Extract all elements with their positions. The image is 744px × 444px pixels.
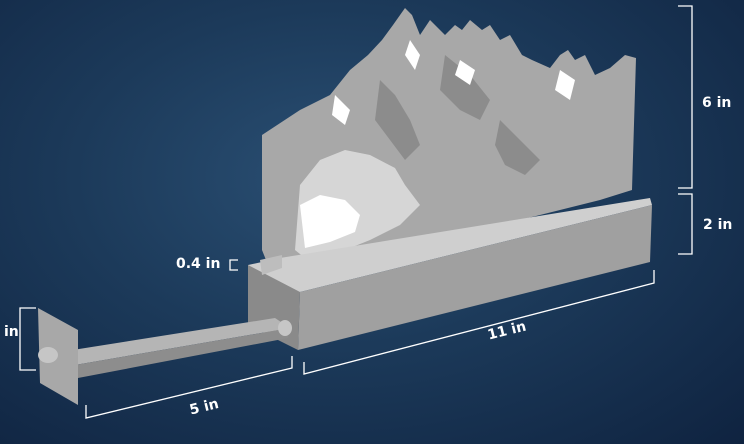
label-plate: in <box>4 324 19 340</box>
dim-line-plate <box>19 307 36 371</box>
label-6in: 6 in <box>702 95 732 111</box>
dim-line-11in <box>303 270 655 375</box>
dimension-lines <box>19 5 693 419</box>
arm-and-plate <box>38 308 292 405</box>
dim-line-6in <box>678 5 693 189</box>
dim-line-5in <box>85 356 293 419</box>
dim-line-0-4in <box>229 259 238 271</box>
label-2in: 2 in <box>703 217 733 233</box>
dim-line-2in <box>678 193 693 255</box>
label-0-4in: 0.4 in <box>176 256 221 272</box>
mountain-panel <box>262 8 636 272</box>
